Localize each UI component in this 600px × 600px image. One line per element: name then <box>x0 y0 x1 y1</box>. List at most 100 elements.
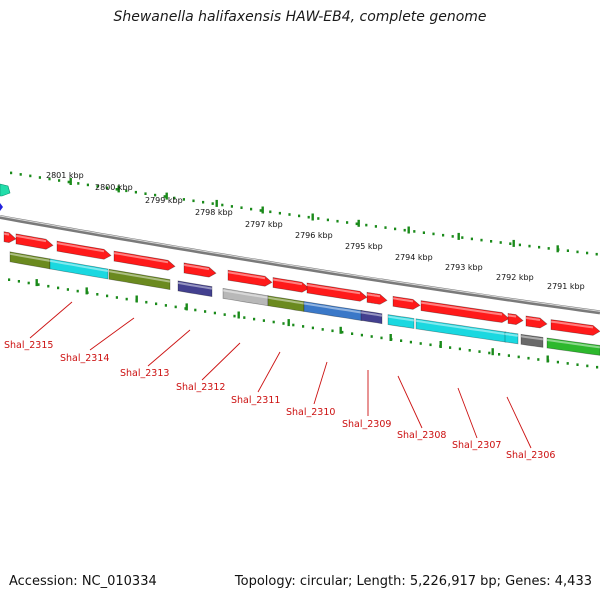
outer-tick-dot <box>355 222 358 226</box>
scale-label: 2800 kbp <box>95 183 133 192</box>
feature-highlight <box>227 271 266 280</box>
feature-highlight <box>183 263 210 271</box>
outer-tick-dot <box>499 241 502 244</box>
feature-body <box>15 233 54 250</box>
inner-tick-dot <box>243 316 246 319</box>
feature-body <box>525 315 548 329</box>
inner-tick-dot <box>272 320 275 324</box>
inner-tick-dot <box>556 360 559 364</box>
gene-arrow-red <box>227 269 273 287</box>
outer-tick-dot <box>365 223 368 227</box>
outer-tick-dot <box>576 250 579 254</box>
feature-highlight <box>9 252 51 262</box>
scale-label: 2799 kbp <box>145 196 183 205</box>
scale-label: 2795 kbp <box>345 242 383 251</box>
inner-tick-dot <box>174 305 177 309</box>
map-title: Shewanella halifaxensis HAW-EB4, complet… <box>113 9 487 25</box>
feature-highlight <box>415 319 507 336</box>
feature-highlight <box>525 317 541 321</box>
outer-tick-dot <box>154 193 157 197</box>
outer-major-tick <box>407 226 410 234</box>
gene-features <box>3 231 600 356</box>
gene-arrow-red <box>183 262 217 278</box>
gene-label: Shal_2309 <box>342 419 391 430</box>
scale-label: 2797 kbp <box>245 220 283 229</box>
gene-arrow-red <box>392 295 421 310</box>
gene-label-line <box>457 387 478 439</box>
outer-tick-dot <box>163 195 166 198</box>
feature-body <box>272 277 310 293</box>
outer-tick-dot <box>192 199 195 203</box>
feature-highlight <box>550 320 594 329</box>
outer-tick-dot <box>221 203 224 207</box>
inner-major-tick <box>135 295 138 303</box>
inner-tick-dot <box>507 354 510 357</box>
left-edge-marker <box>0 203 3 211</box>
gene-arrow-red <box>306 282 368 302</box>
gene-label-line <box>257 351 281 393</box>
feature-body <box>366 291 388 305</box>
gene-block <box>49 258 109 280</box>
inner-tick-dot <box>213 311 216 315</box>
outer-tick-dot <box>96 185 99 188</box>
gene-label: Shal_2315 <box>4 340 53 351</box>
inner-tick-dot <box>8 278 11 281</box>
outer-tick-dot <box>211 202 214 205</box>
feature-body <box>507 312 524 325</box>
outer-major-tick <box>215 199 218 207</box>
feature-highlight <box>306 284 361 295</box>
inner-tick-dot <box>145 300 148 304</box>
inner-tick-dot <box>488 351 491 355</box>
outer-tick-dot <box>48 177 51 181</box>
inner-tick-dot <box>37 283 40 286</box>
gene-arrow-red <box>420 300 510 323</box>
gene-label-line <box>313 361 328 405</box>
gene-label: Shal_2310 <box>286 407 335 418</box>
outer-tick-dot <box>518 243 521 247</box>
inner-tick-dot <box>194 308 197 312</box>
backbone-highlight <box>0 215 600 312</box>
gene-label: Shal_2311 <box>231 395 280 406</box>
inner-tick-dot <box>27 281 30 285</box>
gene-block <box>222 287 269 307</box>
inner-tick-dot <box>527 356 530 360</box>
gene-label: Shal_2307 <box>452 440 501 451</box>
feature-highlight <box>272 278 303 286</box>
gene-labels: Shal_2315 Shal_2314 Shal_2313 Shal_2312 Shal… <box>4 301 555 461</box>
outer-major-tick <box>457 232 460 240</box>
feature-body <box>113 250 176 271</box>
gene-label: Shal_2306 <box>506 450 555 461</box>
gene-arrow-red <box>15 233 54 250</box>
outer-tick-dot <box>374 225 377 228</box>
gene-block <box>177 280 213 298</box>
scale-label: 2793 kbp <box>445 263 483 272</box>
inner-tick-dot <box>233 314 236 318</box>
outer-major-tick <box>556 245 559 253</box>
inner-tick-dot <box>360 333 363 337</box>
feature-highlight <box>546 339 600 349</box>
gene-block <box>9 251 51 270</box>
outer-major-tick <box>165 192 168 200</box>
outer-tick-dot <box>250 207 253 211</box>
feature-highlight <box>177 281 213 290</box>
inner-major-tick <box>439 341 442 348</box>
feature-body <box>49 258 109 280</box>
gene-block <box>504 331 519 345</box>
feature-highlight <box>392 297 414 303</box>
feature-highlight <box>108 270 171 283</box>
scale-label: 2798 kbp <box>195 208 233 217</box>
feature-highlight <box>222 289 269 299</box>
inner-tick-dot <box>498 353 501 356</box>
inner-major-tick <box>546 355 549 363</box>
feature-body <box>177 280 213 298</box>
inner-major-tick <box>389 334 392 341</box>
inner-tick-dot <box>576 363 579 366</box>
outer-tick-dot <box>470 237 473 241</box>
outer-major-tick <box>117 185 120 193</box>
feature-highlight <box>520 335 544 341</box>
backbone-line <box>0 215 600 315</box>
outer-tick-dot <box>125 189 128 193</box>
outer-tick-dot <box>144 192 147 195</box>
feature-body <box>392 295 421 310</box>
gene-label-line <box>29 301 73 339</box>
